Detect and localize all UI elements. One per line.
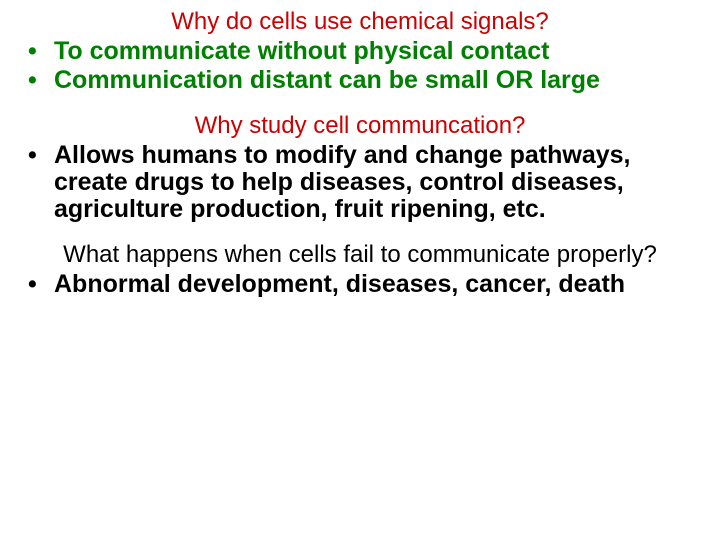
bullet-list-3: Abnormal development, diseases, cancer, … [20,271,700,298]
bullet-list-2: Allows humans to modify and change pathw… [20,142,700,223]
bullet-list-1: To communicate without physical contact … [20,38,700,94]
question-3: What happens when cells fail to communic… [20,241,700,269]
question-2: Why study cell communcation? [20,112,700,140]
bullet-item: Communication distant can be small OR la… [26,67,700,94]
bullet-item: Allows humans to modify and change pathw… [26,142,700,223]
bullet-item: Abnormal development, diseases, cancer, … [26,271,700,298]
question-1: Why do cells use chemical signals? [20,8,700,36]
bullet-item: To communicate without physical contact [26,38,700,65]
slide-content: Why do cells use chemical signals? To co… [20,8,700,298]
